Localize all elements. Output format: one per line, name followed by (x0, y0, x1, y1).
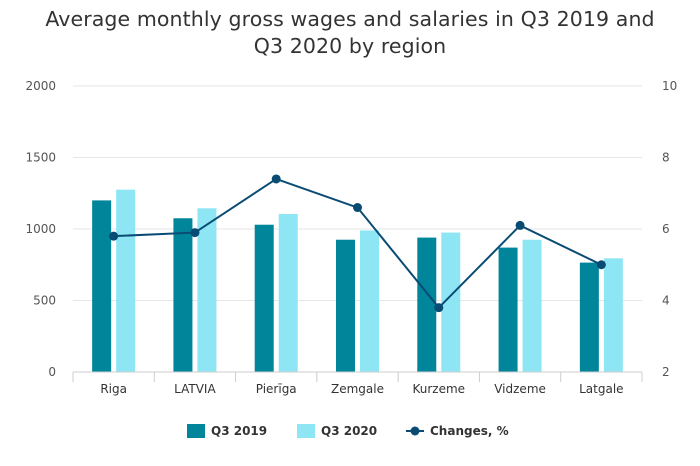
bar-q3-2019-3[interactable] (336, 239, 355, 372)
right-tick-label: 6 (662, 222, 670, 236)
category-label: Vidzeme (494, 382, 546, 396)
bar-q3-2020-6[interactable] (603, 258, 623, 372)
left-tick-label: 0 (48, 365, 56, 379)
line-point-2[interactable] (271, 174, 281, 184)
chart-title-line-2: Q3 2020 by region (253, 34, 447, 58)
bar-q3-2019-2[interactable] (254, 224, 274, 372)
bar-q3-2020-2[interactable] (278, 213, 298, 372)
line-point-3[interactable] (353, 203, 362, 213)
legend[interactable]: Q3 2019 Q3 2020 Changes, % (187, 424, 509, 438)
category-label: Riga (100, 382, 127, 396)
legend-item[interactable]: Q3 2019 (187, 424, 267, 438)
chart-title: Average monthly gross wages and salaries… (0, 6, 700, 60)
legend-label: Q3 2020 (321, 424, 377, 438)
bar-q3-2020-3[interactable] (360, 230, 379, 372)
left-tick-label: 1500 (25, 151, 56, 165)
category-label: Kurzeme (412, 382, 465, 396)
bar-q3-2019-5[interactable] (498, 247, 518, 372)
right-tick-label: 10 (662, 79, 677, 93)
right-tick-label: 8 (662, 151, 670, 165)
left-tick-label: 500 (33, 294, 56, 308)
left-tick-label: 1000 (25, 222, 56, 236)
legend-swatch (297, 424, 315, 438)
x-axis: Riga LATVIA Pierīga Zemgale Kurzeme Vidzeme La… (72, 371, 643, 396)
line-point-6[interactable] (596, 260, 606, 270)
bar-q3-2020-5[interactable] (522, 239, 542, 372)
changes-line (109, 174, 606, 313)
bar-q3-2019-0[interactable] (92, 200, 112, 372)
legend-item[interactable]: Q3 2020 (297, 424, 377, 438)
bar-q3-2020-4[interactable] (441, 232, 461, 372)
right-tick-label: 2 (662, 365, 670, 379)
line-point-5[interactable] (515, 220, 525, 230)
category-label: Latgale (579, 382, 623, 396)
bar-q3-2020-1[interactable] (197, 208, 217, 372)
line-point-4[interactable] (434, 303, 444, 313)
category-label: Zemgale (331, 382, 384, 396)
bar-q3-2020-0[interactable] (116, 189, 136, 372)
line-point-0[interactable] (109, 231, 119, 241)
bar-q3-2019-4[interactable] (417, 237, 437, 372)
legend-label: Changes, % (430, 424, 509, 438)
left-axis-ticks: 0 500 1000 1500 2000 (25, 79, 56, 379)
bars (92, 189, 623, 372)
bar-q3-2019-6[interactable] (579, 262, 599, 372)
right-axis-ticks: 2 4 6 8 10 (662, 79, 677, 379)
category-label: LATVIA (174, 382, 216, 396)
category-label: Pierīga (256, 382, 297, 396)
chart-title-line-1: Average monthly gross wages and salaries… (45, 7, 655, 31)
left-tick-label: 2000 (25, 79, 56, 93)
right-tick-label: 4 (662, 294, 670, 308)
legend-label: Q3 2019 (211, 424, 267, 438)
legend-marker (410, 426, 420, 436)
legend-swatch (187, 424, 205, 438)
gridlines (73, 85, 642, 301)
legend-item[interactable]: Changes, % (406, 424, 509, 438)
line-point-1[interactable] (190, 228, 200, 238)
bar-q3-2019-1[interactable] (173, 218, 193, 372)
